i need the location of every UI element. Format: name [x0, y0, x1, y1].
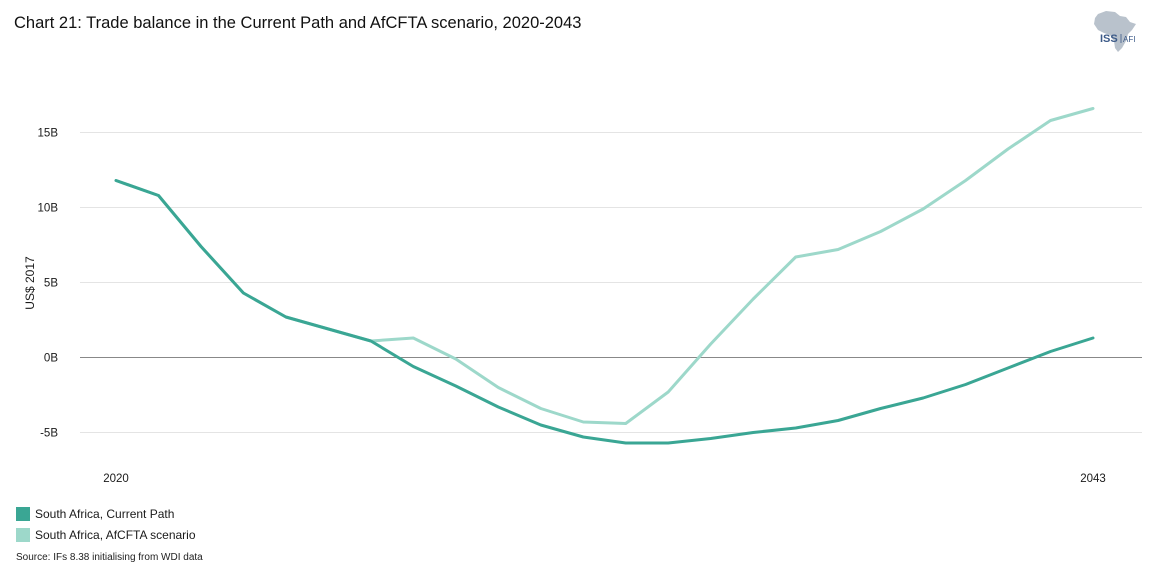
- x-tick-label: 2043: [1080, 473, 1106, 485]
- source-note: Source: IFs 8.38 initialising from WDI d…: [16, 552, 203, 563]
- y-tick-label: 0B: [44, 353, 58, 365]
- logo-sub-text: AFI: [1123, 35, 1135, 44]
- legend: South Africa, Current Path South Africa, …: [16, 503, 196, 545]
- legend-label: South Africa, Current Path: [35, 506, 175, 521]
- africa-map-icon: [1094, 11, 1136, 52]
- legend-swatch: [16, 506, 30, 521]
- chart-title: Chart 21: Trade balance in the Current P…: [14, 14, 582, 32]
- legend-item: South Africa, AfCFTA scenario: [16, 524, 196, 545]
- series-line-afcfta: [114, 107, 1095, 425]
- y-tick-label: 15B: [38, 128, 59, 140]
- iss-afi-logo: ISS AFI: [1094, 11, 1136, 52]
- y-axis-label: US$ 2017: [23, 256, 37, 310]
- x-tick-label: 2020: [103, 473, 129, 485]
- legend-item: South Africa, Current Path: [16, 503, 196, 524]
- y-tick-label: 5B: [44, 278, 58, 290]
- legend-label: South Africa, AfCFTA scenario: [35, 527, 196, 542]
- y-tick-label: 10B: [38, 203, 59, 215]
- series-line-current-path: [114, 179, 1095, 445]
- logo-main-text: ISS: [1100, 33, 1118, 45]
- legend-swatch: [16, 527, 30, 542]
- y-tick-label: -5B: [40, 428, 58, 440]
